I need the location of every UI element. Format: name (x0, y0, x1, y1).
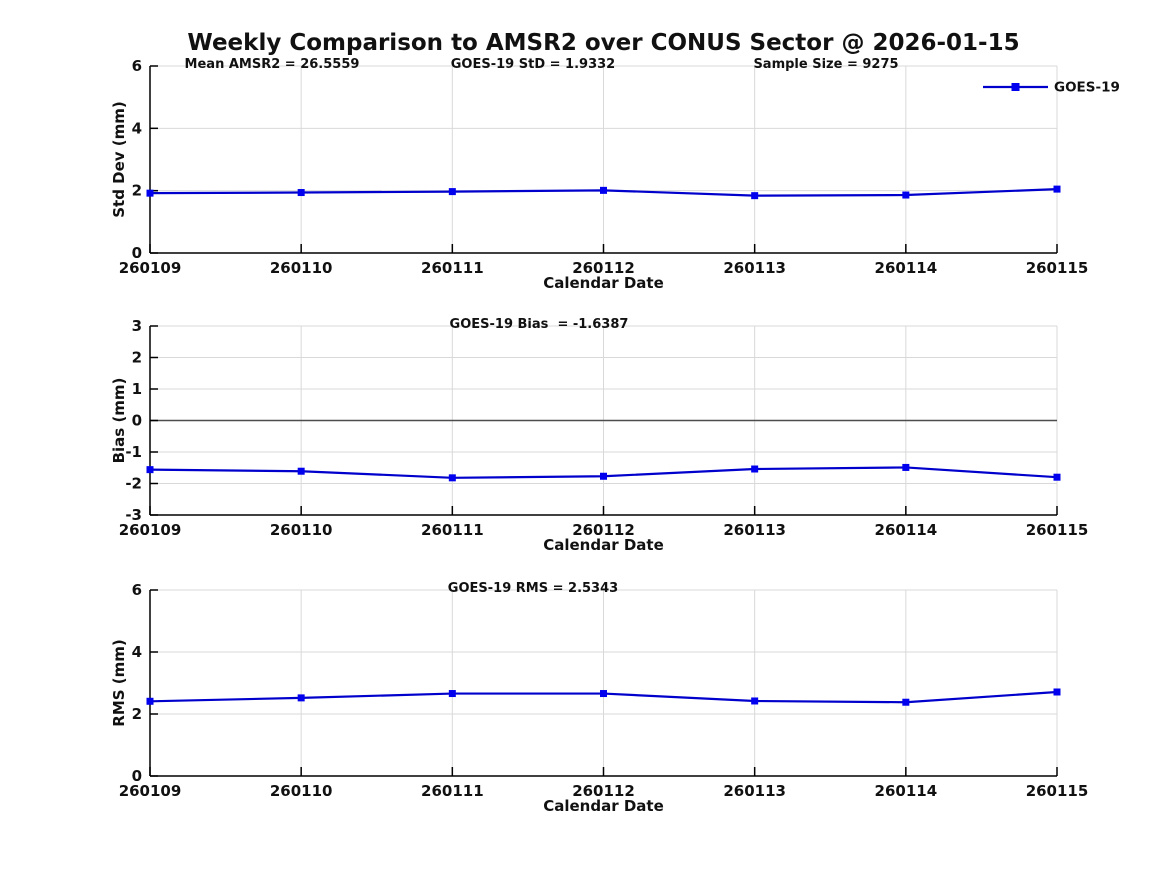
goes19-marker (600, 186, 607, 194)
x-tick-label: 260110 (270, 782, 333, 800)
y-tick-label: -3 (125, 506, 142, 524)
x-axis-label: Calendar Date (543, 274, 664, 292)
y-tick-label: 6 (132, 581, 142, 599)
annotation: GOES-19 StD = 1.9332 (451, 57, 615, 72)
annotation: GOES-19 Bias = -1.6387 (450, 317, 629, 332)
legend-label: GOES-19 (1054, 80, 1120, 96)
chart-title: Weekly Comparison to AMSR2 over CONUS Se… (187, 30, 1020, 56)
y-axis-label: RMS (mm) (110, 639, 128, 726)
x-tick-label: 260111 (421, 521, 484, 539)
goes19-marker (146, 697, 154, 705)
x-tick-label: 260109 (119, 521, 182, 539)
y-tick-label: 2 (132, 349, 142, 367)
x-tick-label: 260115 (1026, 782, 1089, 800)
subplot-bias: -3 -2 -1 0 1 2 3 260109 260110 260111 260112 260113… (110, 317, 1088, 554)
x-tick-label: 260112 (572, 259, 635, 277)
y-tick-label: 2 (132, 705, 142, 723)
y-tick-label: 3 (132, 317, 142, 335)
legend-marker (1011, 83, 1020, 91)
y-tick-label: 1 (132, 380, 142, 398)
x-tick-label: 260110 (270, 521, 333, 539)
goes19-marker (448, 474, 456, 482)
y-axis-label: Std Dev (mm) (110, 101, 128, 218)
x-tick-label: 260111 (421, 259, 484, 277)
x-tick-label: 260114 (875, 521, 938, 539)
y-tick-label: -2 (125, 475, 142, 493)
goes19-marker (902, 463, 910, 471)
goes19-marker (448, 690, 456, 698)
y-tick-label: 0 (132, 767, 142, 785)
y-tick-label: 6 (132, 57, 142, 75)
x-tick-label: 260110 (270, 259, 333, 277)
y-tick-label: 4 (132, 119, 142, 137)
goes19-marker (297, 694, 305, 702)
y-tick-label: 2 (132, 182, 142, 200)
x-axis-label: Calendar Date (543, 797, 664, 815)
goes19-marker (448, 188, 456, 196)
x-tick-label: 260114 (875, 259, 938, 277)
y-tick-label: -1 (125, 443, 142, 461)
goes19-marker (751, 697, 759, 705)
subplot-std: 0 2 4 6 260109 260110 260111 260112 260113 260114… (110, 57, 1120, 292)
goes19-marker (297, 467, 305, 475)
goes19-marker (146, 189, 154, 197)
goes19-marker (1053, 185, 1061, 193)
x-tick-label: 260113 (723, 521, 786, 539)
annotation: Sample Size = 9275 (753, 57, 898, 72)
x-tick-label: 260115 (1026, 259, 1089, 277)
goes19-marker (902, 191, 910, 199)
goes19-marker (1053, 688, 1061, 696)
x-tick-label: 260109 (119, 259, 182, 277)
goes19-marker (902, 698, 910, 706)
y-axis-label: Bias (mm) (110, 378, 128, 464)
y-tick-label: 0 (132, 244, 142, 262)
legend: GOES-19 (983, 80, 1120, 96)
x-tick-label: 260109 (119, 782, 182, 800)
annotation: Mean AMSR2 = 26.5559 (185, 57, 360, 72)
goes19-marker (751, 192, 759, 200)
annotation: GOES-19 RMS = 2.5343 (448, 581, 618, 596)
goes19-marker (751, 465, 759, 473)
goes19-marker (600, 472, 607, 480)
x-tick-label: 260115 (1026, 521, 1089, 539)
x-tick-label: 260113 (723, 259, 786, 277)
goes19-marker (297, 189, 305, 197)
goes19-marker (1053, 473, 1061, 481)
goes19-marker (146, 466, 154, 474)
x-tick-label: 260113 (723, 782, 786, 800)
y-tick-label: 0 (132, 412, 142, 430)
x-tick-label: 260112 (572, 782, 635, 800)
goes19-marker (600, 690, 607, 698)
x-axis-label: Calendar Date (543, 536, 664, 554)
x-tick-label: 260114 (875, 782, 938, 800)
x-tick-label: 260112 (572, 521, 635, 539)
subplot-rms: 0 2 4 6 260109 260110 260111 260112 260113 260114… (110, 581, 1088, 815)
x-tick-label: 260111 (421, 782, 484, 800)
y-tick-label: 4 (132, 643, 142, 661)
